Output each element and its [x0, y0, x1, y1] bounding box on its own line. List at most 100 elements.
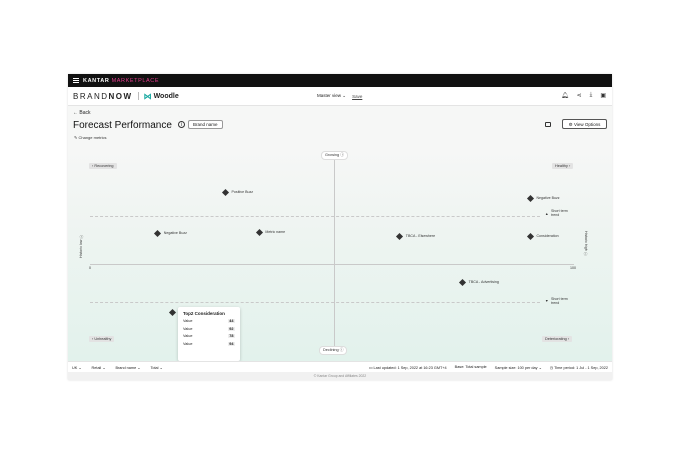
tooltip-row-label: Value: [183, 341, 193, 346]
chevron-down-icon: ⌄: [78, 365, 82, 370]
chevron-down-icon: ⌄: [538, 366, 542, 370]
chevron-down-icon: ⌄: [102, 365, 106, 370]
clock-icon: ◷: [549, 366, 554, 370]
chart-point-label: Negative Buzz: [536, 196, 560, 200]
chart-point-label: Consideration: [536, 234, 559, 238]
hamburger-icon[interactable]: [73, 78, 79, 83]
tooltip-row: Value 78: [183, 334, 235, 339]
page-title: Forecast Performance: [73, 120, 172, 131]
woodle-logo-icon: ⋈: [143, 91, 152, 101]
share-icon[interactable]: ⋖: [576, 93, 582, 99]
chart-point[interactable]: [526, 194, 534, 202]
tooltip-row-value: 78: [227, 334, 235, 339]
deteriorating-label: Deteriorating: [545, 337, 567, 341]
view-options-label: View Options: [573, 122, 601, 127]
view-label: Master view: [317, 93, 342, 98]
marketplace-wordmark: MARKETPLACE: [111, 77, 160, 84]
trend-line-top: [90, 216, 540, 217]
chart-point[interactable]: [168, 308, 176, 316]
chart-point-label: Negative Buzz: [163, 231, 187, 235]
trend-line-bottom: [90, 302, 540, 303]
chevron-down-icon: ⌄: [159, 365, 163, 370]
total-dropdown[interactable]: Total ⌄: [150, 365, 162, 370]
time-period[interactable]: ◷ Time period: 1 Jul - 1 Sep, 2022: [550, 365, 608, 370]
tooltip-row: Value 92: [183, 326, 235, 331]
quadrant-unhealthy[interactable]: ‹ Unhealthy: [89, 336, 115, 342]
chart-point[interactable]: [255, 228, 263, 236]
market-dropdown[interactable]: UK ⌄: [72, 365, 82, 370]
edit-icon: ✎: [74, 135, 78, 140]
chart-point-label: Metric name: [265, 230, 286, 234]
historic-high-label: Historic high: [584, 231, 588, 251]
chart-point[interactable]: [459, 278, 467, 286]
client-logo: ⋈ Woodle: [144, 92, 179, 101]
master-view-dropdown[interactable]: Master view ⌄: [317, 93, 346, 99]
filters-bar: UK ⌄ Retail ⌄ Brand name ⌄ Total ⌄ ▭ Las…: [68, 361, 612, 372]
change-metrics-link[interactable]: ✎ Change metrics: [74, 135, 107, 140]
brandnow-logo[interactable]: BRANDNOW: [73, 92, 133, 101]
download-icon[interactable]: ⤓: [589, 92, 593, 98]
info-icon[interactable]: ⓘ: [339, 348, 344, 352]
calendar-icon: ▭: [368, 366, 373, 370]
tooltip-row-label: Value: [183, 334, 193, 339]
brand-chip[interactable]: Brand name: [188, 120, 223, 129]
header-divider: [137, 92, 139, 100]
view-options-button[interactable]: ⚙ View Options: [562, 119, 607, 129]
total-value: Total: [150, 365, 159, 370]
declining-label: Declining: [323, 348, 339, 352]
channel-dropdown[interactable]: Retail ⌄: [92, 365, 106, 370]
tooltip-row-value: 94: [227, 341, 235, 346]
unhealthy-label: Unhealthy: [94, 337, 112, 341]
tooltip-row-value: 92: [227, 326, 235, 331]
growing-label: Growing: [325, 153, 340, 157]
tooltip-row-value: 44: [227, 319, 235, 323]
header-actions: 🔔︎ ⋖ ⤓ ▣: [561, 92, 606, 99]
arrow-right-icon: ›: [568, 164, 571, 168]
logo-now-text: NOW: [108, 91, 133, 101]
info-icon[interactable]: ⓘ: [340, 153, 344, 157]
quadrant-recovering[interactable]: ‹ Recovering: [89, 163, 117, 169]
chevron-down-icon: ⌄: [342, 93, 347, 98]
top-bar: KANTAR MARKETPLACE: [68, 74, 612, 87]
logo-brand-text: BRAND: [73, 91, 109, 101]
quadrant-deteriorating[interactable]: Deteriorating ›: [542, 336, 573, 342]
quadrant-declining: Declining ⓘ: [319, 346, 348, 355]
tooltip-row: Value 44: [183, 319, 235, 323]
client-name: Woodle: [153, 92, 179, 100]
info-icon[interactable]: i: [178, 121, 185, 128]
horizontal-axis-line: [90, 264, 574, 265]
chart-point-label: Positive Buzz: [231, 190, 254, 194]
brand-dropdown[interactable]: Brand name ⌄: [116, 365, 141, 370]
sample-size-dropdown[interactable]: Sample size: 100 per day ⌄: [495, 365, 542, 370]
last-updated: ▭ Last updated: 1 Sep, 2022 at 16:23 GMT…: [369, 365, 447, 370]
tooltip-row: Value 94: [183, 341, 235, 346]
chart-point-label: TBCA - Elsewhere: [405, 234, 436, 238]
back-label: Back: [79, 110, 91, 116]
settings-icon[interactable]: ▣: [600, 93, 606, 99]
x-tick-max: 100: [570, 266, 576, 270]
tooltip-title: Top2 Consideration: [183, 311, 225, 316]
data-tooltip: Top2 Consideration Value 44 Value 92 Value…: [178, 307, 240, 361]
view-selector: Master view ⌄ Save: [317, 93, 362, 99]
healthy-label: Healthy: [555, 164, 568, 168]
y-axis-right-label: Historic high ⓘ: [584, 231, 588, 256]
chart-point[interactable]: [526, 232, 534, 240]
comment-icon[interactable]: [545, 122, 551, 127]
tooltip-row-label: Value: [183, 319, 193, 323]
vertical-axis-line: [334, 157, 335, 353]
trend-label-bottom: Short term trend: [551, 297, 568, 306]
quadrant-healthy[interactable]: Healthy ›: [552, 163, 574, 169]
back-link[interactable]: ← Back: [73, 110, 91, 116]
save-link[interactable]: Save: [352, 93, 363, 99]
recovering-label: Recovering: [94, 164, 114, 168]
bell-icon[interactable]: 🔔︎: [561, 93, 569, 99]
chart-point[interactable]: [221, 188, 230, 196]
app-header: BRANDNOW ⋈ Woodle Master view ⌄ Save 🔔︎ …: [68, 87, 612, 106]
sample-size-text: Sample size: 100 per day: [494, 366, 538, 370]
copyright: © Kantar Group and Affiliates 2022: [68, 372, 612, 380]
market-value: UK: [72, 365, 78, 370]
time-period-text: Time period: 1 Jul - 1 Sep, 2022: [554, 366, 608, 370]
chart-point[interactable]: [154, 229, 162, 237]
quadrant-chart: Growing ⓘ Declining ⓘ ‹ Recovering Healt…: [68, 149, 612, 361]
chart-point[interactable]: [396, 232, 404, 240]
